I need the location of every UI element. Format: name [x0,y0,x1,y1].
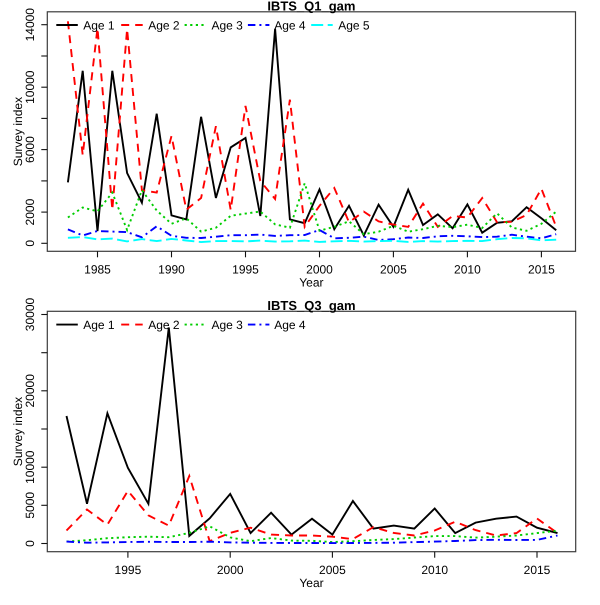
svg-text:Age 2: Age 2 [148,318,180,332]
svg-text:Age 4: Age 4 [274,18,306,32]
svg-text:2005: 2005 [380,263,407,277]
svg-text:Survey index: Survey index [11,97,25,166]
svg-text:0: 0 [23,240,37,247]
svg-text:1985: 1985 [84,263,111,277]
svg-text:1990: 1990 [158,263,185,277]
svg-text:14000: 14000 [23,8,37,42]
svg-text:Age 5: Age 5 [338,18,370,32]
svg-text:2000: 2000 [217,563,244,577]
svg-text:Year: Year [299,576,323,590]
svg-text:IBTS_Q1_gam: IBTS_Q1_gam [267,0,355,14]
svg-text:IBTS_Q3_gam: IBTS_Q3_gam [267,298,355,313]
svg-text:Age 1: Age 1 [83,318,115,332]
svg-text:2000: 2000 [306,263,333,277]
svg-text:30000: 30000 [23,297,37,331]
svg-text:Age 1: Age 1 [83,18,115,32]
svg-text:Age 3: Age 3 [212,18,244,32]
svg-text:10000: 10000 [23,70,37,104]
svg-text:6000: 6000 [23,136,37,163]
svg-text:5000: 5000 [23,492,37,519]
svg-text:2005: 2005 [319,563,346,577]
svg-text:Age 3: Age 3 [212,318,244,332]
svg-text:1995: 1995 [232,263,259,277]
svg-text:1995: 1995 [115,563,142,577]
svg-text:Survey index: Survey index [11,397,25,466]
svg-text:Age 2: Age 2 [148,18,180,32]
svg-text:0: 0 [23,540,37,547]
svg-text:Age 4: Age 4 [274,318,306,332]
svg-text:2000: 2000 [23,198,37,225]
svg-text:2015: 2015 [524,563,551,577]
svg-text:10000: 10000 [23,450,37,484]
svg-text:2010: 2010 [454,263,481,277]
svg-text:20000: 20000 [23,374,37,408]
svg-text:Year: Year [299,276,323,290]
svg-text:2010: 2010 [421,563,448,577]
svg-text:2015: 2015 [528,263,555,277]
